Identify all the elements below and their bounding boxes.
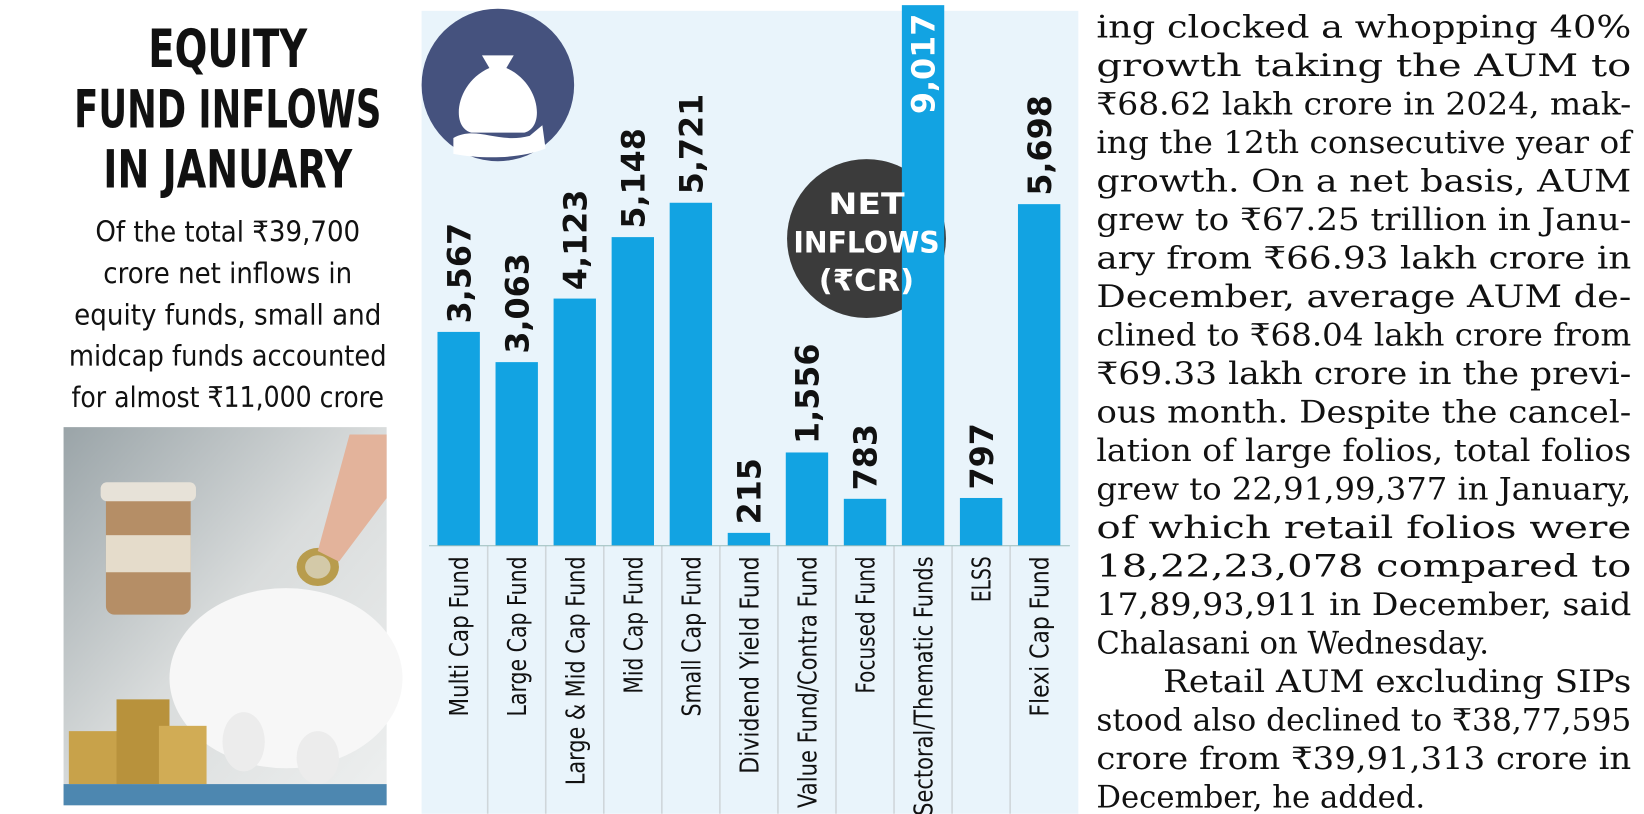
article-line: December, average AUM de- (1096, 279, 1631, 315)
bar (495, 362, 538, 546)
article-line: Retail AUM excluding SIPs (1163, 664, 1631, 700)
article-line: ing the 12th consecutive year of (1096, 125, 1634, 161)
value-label: 5,721 (675, 94, 711, 194)
article-line: ous month. Despite the cancel- (1096, 394, 1631, 430)
value-label: 3,567 (442, 223, 478, 323)
category-label: Large Cap Fund (502, 556, 532, 716)
category-label: Sectoral/Thematic Funds (909, 556, 939, 814)
category-label: ELSS (967, 556, 997, 602)
article-line: crore from ₹39,91,313 crore in (1096, 741, 1631, 777)
value-label: 215 (733, 458, 769, 524)
article-line: ary from ₹66.93 lakh crore in (1096, 240, 1631, 276)
bar (611, 237, 654, 546)
title-line: FUND INFLOWS (74, 79, 381, 140)
annotation-line: NET (828, 186, 905, 221)
bar (727, 532, 771, 546)
subtitle-line: equity funds, small and (74, 297, 381, 331)
category-label: Small Cap Fund (676, 556, 706, 716)
article-line: December, he added. (1096, 779, 1425, 814)
article-line: 18,22,23,078 compared to (1096, 548, 1631, 584)
value-label: 783 (849, 424, 885, 490)
value-label: 4,123 (558, 190, 594, 290)
value-label: 3,063 (500, 253, 536, 353)
title-line: EQUITY (148, 19, 307, 80)
article-line: lation of large folios, total folios (1096, 433, 1631, 469)
article-line: clined to ₹68.04 lakh crore from (1096, 317, 1631, 353)
category-label: Value Fund/Contra Fund (792, 556, 822, 808)
category-label: Focused Fund (851, 556, 881, 693)
article-line: stood also declined to ₹38,77,595 (1096, 702, 1631, 738)
bar (785, 452, 829, 546)
subtitle-line: for almost ₹11,000 crore (72, 380, 384, 414)
article-line: of which retail folios were (1096, 510, 1631, 546)
value-label: 5,698 (1023, 95, 1059, 195)
annotation-line: INFLOWS (793, 224, 939, 259)
category-label: Large & Mid Cap Fund (560, 556, 590, 785)
article-line: ₹68.62 lakh crore in 2024, mak- (1096, 86, 1631, 122)
category-label: Multi Cap Fund (444, 556, 474, 716)
article-line: grew to ₹67.25 trillion in Janu- (1096, 202, 1631, 238)
bar (901, 5, 945, 546)
article-line: ing clocked a whopping 40% (1096, 9, 1631, 45)
bar (553, 298, 596, 546)
value-label: 9,017 (907, 14, 943, 114)
photo (63, 427, 403, 806)
article-line: ₹69.33 lakh crore in the previ- (1096, 356, 1631, 392)
bar (1017, 204, 1061, 546)
annotation-line: (₹CR) (819, 262, 914, 297)
money-bag-icon (421, 8, 575, 162)
article-line: growth. On a net basis, AUM (1096, 163, 1631, 199)
article-line: Chalasani on Wednesday. (1096, 625, 1489, 661)
article-line: grew to 22,91,99,377 in January, (1096, 471, 1631, 507)
bar (669, 202, 713, 546)
category-label: Mid Cap Fund (618, 556, 648, 693)
value-label: 1,556 (791, 344, 827, 444)
category-label: Flexi Cap Fund (1025, 556, 1055, 716)
subtitle-line: Of the total ₹39,700 (95, 215, 360, 249)
subtitle-line: midcap funds accounted (69, 339, 387, 373)
category-label: Dividend Yield Fund (734, 556, 764, 773)
article-line: 17,89,93,911 in December, said (1096, 587, 1631, 623)
bar (437, 331, 480, 546)
article-line: growth taking the AUM to (1096, 48, 1631, 84)
value-label: 5,148 (616, 128, 652, 228)
value-label: 797 (965, 423, 1001, 489)
subtitle-line: crore net inflows in (103, 256, 352, 290)
bar (959, 497, 1003, 546)
bar (843, 498, 887, 546)
title-line: IN JANUARY (103, 140, 352, 201)
